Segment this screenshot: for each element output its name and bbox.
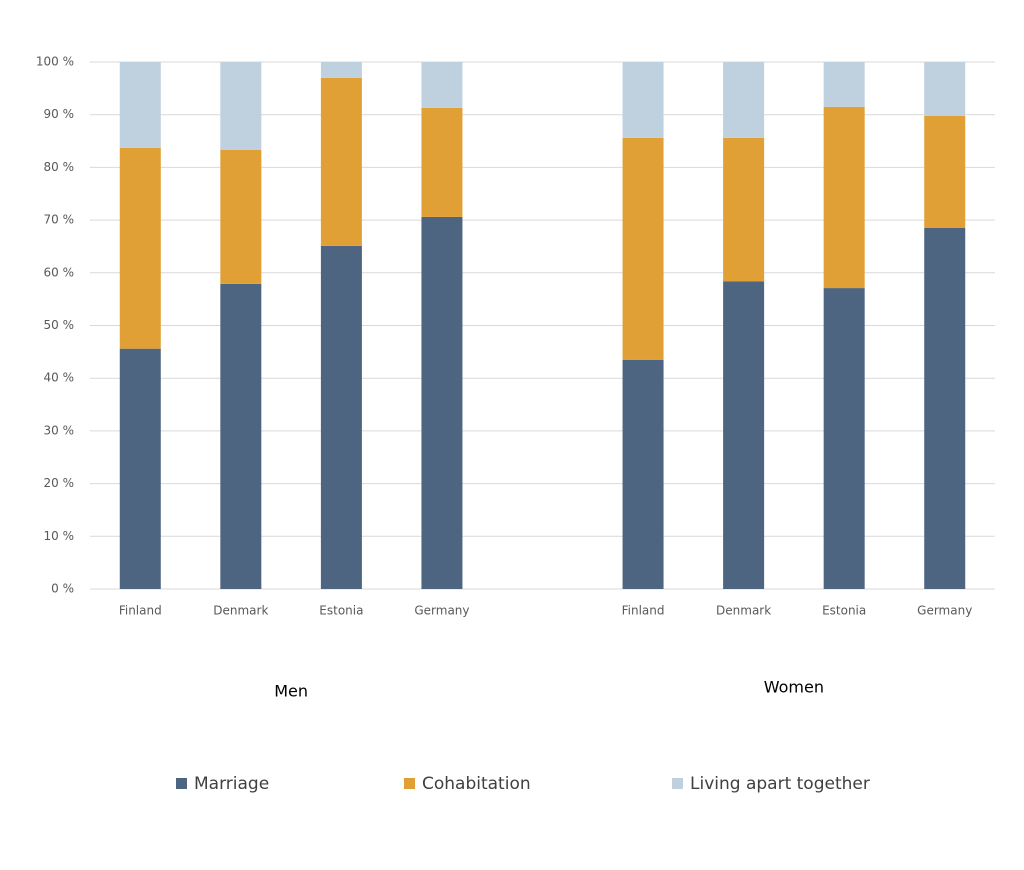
bar-segment	[823, 62, 865, 107]
bar-segment	[622, 62, 664, 138]
bar-segment	[823, 288, 865, 589]
bar-segment	[924, 115, 966, 229]
y-tick-label: 100 %	[36, 55, 74, 69]
group-label: Men	[274, 682, 308, 701]
x-tick-label: Germany	[917, 604, 972, 618]
bar-segment	[119, 147, 161, 349]
bar-segment	[119, 348, 161, 589]
bar-segment	[421, 62, 463, 108]
x-tick-label: Finland	[622, 604, 665, 618]
legend-swatch	[176, 778, 187, 789]
legend-swatch	[404, 778, 415, 789]
bar-segment	[220, 150, 262, 284]
bar-segment	[622, 359, 664, 589]
legend-label: Cohabitation	[422, 774, 531, 794]
y-tick-label: 80 %	[44, 160, 75, 174]
bar-segment	[823, 106, 865, 289]
y-tick-label: 90 %	[44, 107, 75, 121]
y-tick-label: 50 %	[44, 318, 75, 332]
legend-swatch	[672, 778, 683, 789]
bar-segment	[924, 62, 966, 116]
y-tick-label: 70 %	[44, 213, 75, 227]
x-tick-label: Denmark	[213, 604, 268, 618]
bar-segment	[723, 62, 765, 138]
x-tick-label: Estonia	[319, 604, 363, 618]
bar-segment	[421, 107, 463, 217]
x-tick-label: Denmark	[716, 604, 771, 618]
bar-segment	[924, 228, 966, 589]
legend-label: Marriage	[194, 774, 269, 794]
y-tick-label: 60 %	[44, 265, 75, 279]
bar-segment	[723, 281, 765, 589]
bar-segment	[320, 77, 362, 246]
x-tick-label: Germany	[414, 604, 469, 618]
bar-segment	[320, 62, 362, 78]
x-tick-label: Finland	[119, 604, 162, 618]
y-tick-label: 20 %	[44, 476, 75, 490]
y-tick-label: 40 %	[44, 371, 75, 385]
bar-segment	[220, 283, 262, 589]
bar-segment	[723, 137, 765, 282]
legend-label: Living apart together	[690, 774, 870, 794]
bar-segment	[421, 216, 463, 590]
y-tick-label: 10 %	[44, 529, 75, 543]
y-tick-label: 0 %	[51, 582, 74, 596]
bar-segment	[220, 62, 262, 151]
bar-segment	[622, 137, 664, 360]
bar-segment	[320, 245, 362, 589]
y-tick-label: 30 %	[44, 423, 75, 437]
group-label: Women	[764, 678, 824, 697]
x-tick-label: Estonia	[822, 604, 866, 618]
bar-segment	[119, 62, 161, 148]
